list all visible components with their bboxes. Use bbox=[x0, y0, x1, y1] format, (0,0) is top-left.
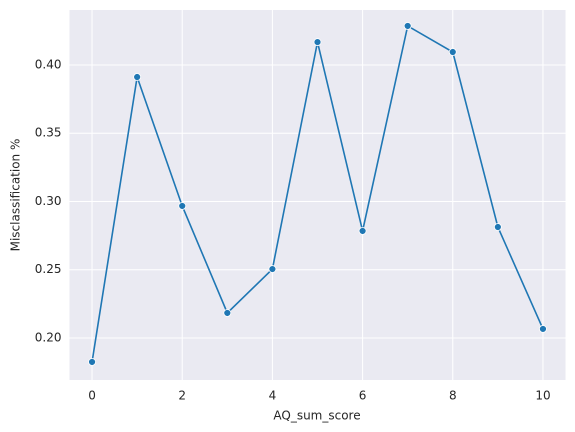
plot-background bbox=[69, 10, 566, 380]
x-tick-label: 2 bbox=[178, 389, 186, 403]
y-tick-label: 0.40 bbox=[35, 58, 62, 72]
y-axis-label: Misclassification % bbox=[9, 139, 23, 252]
point bbox=[539, 325, 547, 333]
point bbox=[178, 202, 187, 210]
y-tick-label: 0.25 bbox=[35, 262, 62, 276]
x-axis-label: AQ_sum_score bbox=[273, 409, 360, 423]
point bbox=[448, 48, 457, 56]
x-tick-label: 0 bbox=[88, 389, 96, 403]
point bbox=[313, 38, 322, 46]
x-tick-label: 10 bbox=[535, 389, 550, 403]
y-tick-label: 0.35 bbox=[35, 126, 62, 140]
point bbox=[223, 309, 232, 317]
y-tick-label: 0.20 bbox=[35, 330, 62, 344]
point bbox=[268, 265, 277, 273]
x-tick-label: 6 bbox=[359, 389, 367, 403]
point bbox=[358, 227, 367, 235]
x-tick-label: 8 bbox=[449, 389, 457, 403]
point bbox=[403, 22, 412, 30]
point bbox=[133, 73, 142, 81]
point bbox=[88, 358, 96, 366]
x-tick-label: 4 bbox=[269, 389, 277, 403]
y-tick-label: 0.30 bbox=[35, 194, 62, 208]
point bbox=[493, 223, 502, 231]
